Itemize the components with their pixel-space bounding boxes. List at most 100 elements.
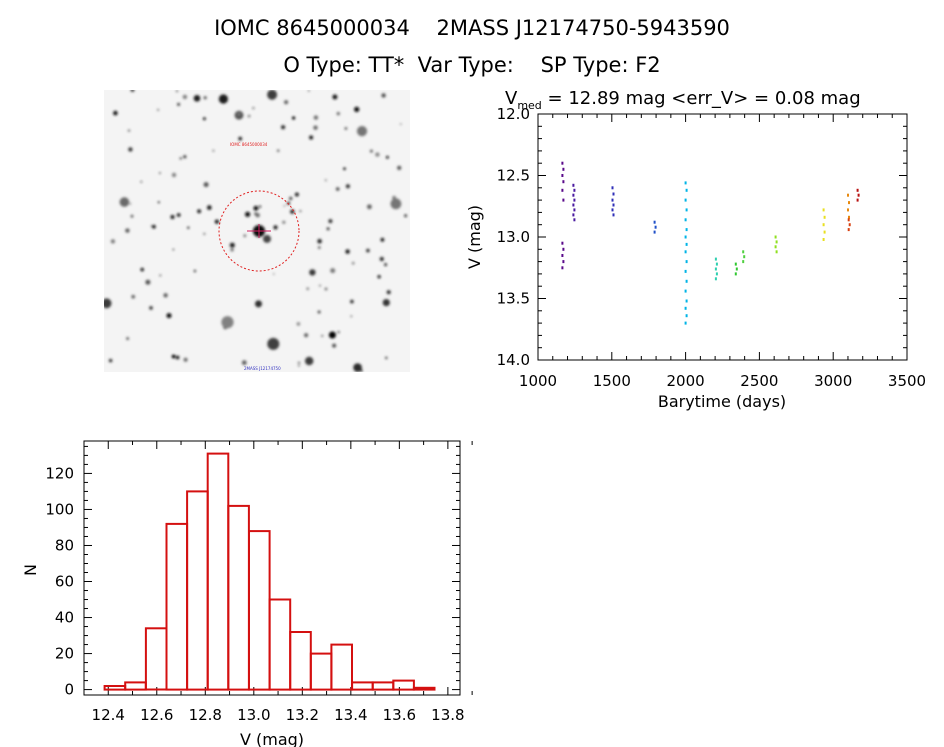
finder-star — [332, 94, 338, 100]
finder-star — [183, 155, 187, 159]
finder-star — [313, 125, 318, 130]
finder-star — [221, 316, 234, 329]
finder-star — [193, 269, 196, 273]
hist-bar — [248, 530, 271, 691]
finder-star — [130, 214, 134, 218]
lc-data-point — [611, 186, 614, 190]
finder-star — [182, 94, 188, 100]
hist-xtick-label: 13.0 — [237, 706, 270, 724]
hist-bar — [392, 679, 415, 691]
finder-star — [377, 275, 381, 279]
finder-label-bottom: 2MASS J12174750 — [244, 366, 281, 371]
lc-data-point — [611, 198, 614, 202]
lc-data-point — [685, 260, 688, 264]
lc-data-point — [561, 188, 564, 192]
hist-bar — [165, 522, 189, 691]
lc-data-point — [857, 193, 860, 197]
lc-xlabel: Barytime (days) — [658, 392, 786, 411]
lc-data-point — [715, 272, 718, 276]
lc-data-point — [612, 203, 615, 207]
finder-star — [367, 204, 372, 210]
finder-star — [203, 232, 206, 235]
hist-ytick-label: 60 — [55, 573, 74, 591]
hist-bar — [124, 681, 147, 691]
finder-star — [404, 214, 407, 217]
finder-star — [238, 136, 243, 141]
lc-data-point — [562, 180, 565, 184]
finder-star — [332, 343, 337, 348]
finder-star — [171, 172, 177, 178]
lc-data-point — [685, 242, 688, 246]
finder-star — [380, 237, 385, 242]
target-circle — [218, 190, 300, 272]
finder-star — [284, 100, 289, 105]
finder-star — [337, 331, 340, 334]
hist-bar — [289, 631, 312, 691]
finder-star — [175, 355, 180, 360]
finder-star — [130, 90, 135, 92]
hist-bar — [268, 598, 292, 691]
finder-star — [248, 115, 251, 118]
finder-star — [203, 182, 209, 188]
hist-xtick-label: 12.4 — [92, 706, 125, 724]
lc-data-point — [561, 174, 564, 177]
lc-data-point — [572, 213, 575, 217]
lc-data-point — [822, 238, 825, 241]
finder-star — [366, 248, 370, 253]
hist-bar — [309, 652, 333, 691]
finder-star — [283, 205, 286, 207]
finder-star — [187, 226, 190, 229]
lc-data-point — [823, 215, 826, 219]
finder-star — [128, 129, 130, 132]
finder-star — [281, 125, 286, 130]
finder-star — [345, 249, 350, 254]
finder-star — [385, 356, 388, 360]
hist-xlabel: V (mag) — [240, 730, 304, 747]
lc-data-point — [572, 203, 575, 207]
finder-star — [356, 126, 368, 137]
lc-data-point — [684, 218, 687, 222]
lc-data-point — [573, 188, 576, 192]
finder-star — [292, 116, 296, 120]
lc-data-point — [653, 230, 656, 234]
lc-data-point — [684, 289, 687, 293]
finder-star — [110, 239, 115, 244]
lc-ytick-label: 12.0 — [497, 105, 530, 123]
finder-star — [298, 364, 300, 367]
hist-xtick-label: 13.6 — [383, 706, 416, 724]
finder-star — [218, 94, 228, 104]
lc-data-point — [611, 208, 614, 212]
finder-star — [379, 256, 384, 262]
finder-star — [171, 354, 176, 359]
finder-star — [328, 219, 333, 224]
finder-star — [157, 108, 160, 111]
lc-plot-frame — [537, 113, 908, 361]
finder-star — [258, 205, 262, 208]
finder-star — [207, 205, 212, 210]
lc-data-point — [653, 220, 656, 224]
hist-ytick-label: 20 — [55, 645, 74, 663]
finder-star — [277, 149, 280, 152]
finder-star — [176, 213, 181, 217]
finder-star — [386, 290, 391, 295]
finder-star — [126, 337, 129, 340]
finder-star — [309, 269, 316, 276]
finder-star — [384, 263, 387, 266]
lc-data-point — [573, 218, 576, 222]
finder-star — [330, 268, 336, 274]
lc-ytick-label: 13.5 — [497, 290, 530, 308]
finder-star — [170, 215, 175, 219]
finder-star — [152, 224, 156, 229]
finder-star — [386, 155, 389, 159]
finder-star — [163, 293, 168, 298]
finder-label-top: IOMC 8645000034 — [230, 142, 268, 147]
finder-star — [328, 331, 336, 339]
finder-star — [245, 211, 251, 217]
finder-star — [313, 115, 319, 120]
finder-star — [108, 358, 113, 363]
lc-data-point — [572, 183, 575, 187]
finder-star — [104, 298, 112, 309]
hist-ylabel: N — [21, 564, 40, 576]
hist-bar — [330, 643, 353, 691]
hist-bar — [412, 686, 436, 691]
